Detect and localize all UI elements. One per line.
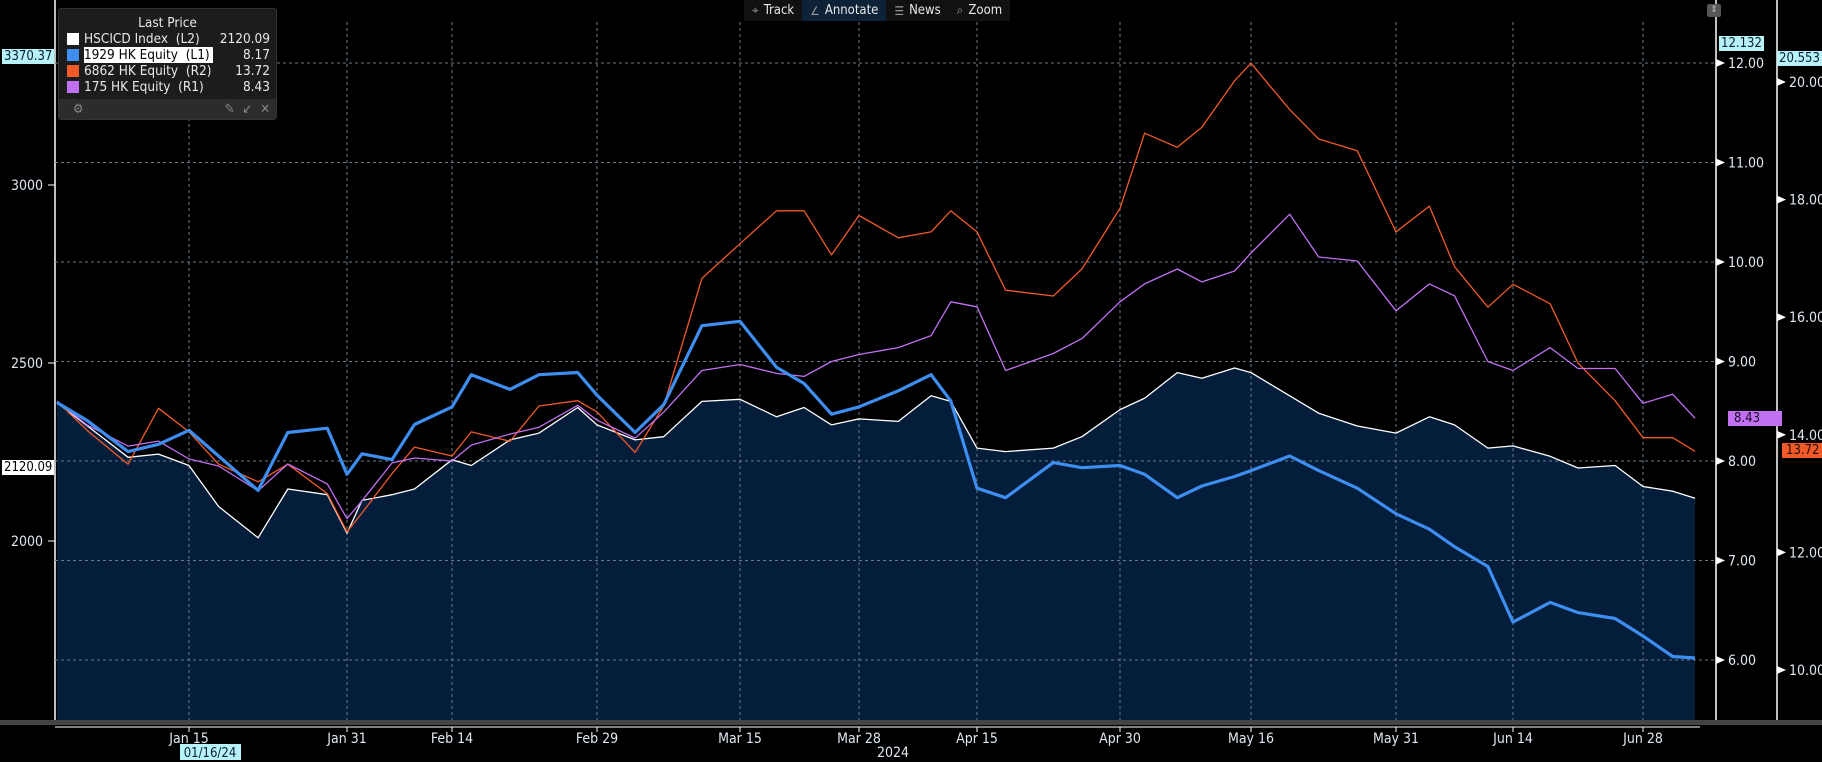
pencil-icon: ∠ bbox=[810, 3, 820, 18]
x-tick-label: Mar 28 bbox=[837, 731, 881, 747]
x-tick-label: Jan 15 bbox=[168, 731, 208, 747]
x-tick-label: Jun 14 bbox=[1492, 731, 1533, 747]
legend-last-value: 8.43 bbox=[242, 79, 270, 95]
legend-series-name: 175 HK Equity (R1) bbox=[84, 79, 204, 95]
r1-tick-label: 9.00 bbox=[1728, 355, 1756, 371]
r1-axis-max-tag: 12.132 bbox=[1719, 36, 1764, 51]
legend-series-name: 6862 HK Equity (R2) bbox=[84, 63, 212, 79]
x-tick-label: Mar 15 bbox=[718, 731, 762, 747]
x-tick-label: Feb 29 bbox=[576, 731, 618, 747]
date-cursor-tag-bg bbox=[180, 744, 241, 760]
legend[interactable]: Last Price HSCICD Index (L2) 2120.09 1929 … bbox=[58, 8, 277, 120]
expand-toggle-icon[interactable]: ⇕ bbox=[1707, 4, 1721, 17]
news-icon: ☰ bbox=[894, 3, 905, 18]
left-axis-max-tag: 3370.37 bbox=[2, 49, 55, 64]
series-175-hk-equity bbox=[56, 213, 1696, 520]
x-tick-label: Feb 14 bbox=[431, 731, 473, 747]
r2-tick-label: 16.00 bbox=[1789, 310, 1822, 326]
175-last-price-tag: 8.43 bbox=[1728, 411, 1782, 426]
legend-swatch bbox=[67, 49, 79, 61]
r1-tick-marker bbox=[1716, 656, 1725, 664]
r1-tick-marker bbox=[1716, 357, 1725, 366]
r1-tick-label: 10.00 bbox=[1728, 255, 1764, 271]
legend-last-value: 13.72 bbox=[235, 63, 270, 79]
r1-tick-marker bbox=[1716, 258, 1725, 266]
toolbar-label: Zoom bbox=[968, 3, 1003, 18]
r1-tick-label: 12.00 bbox=[1728, 56, 1764, 72]
r2-tick-label: 20.00 bbox=[1789, 75, 1822, 91]
left-tick-label: 2500 bbox=[11, 356, 43, 372]
x-year-label: 2024 bbox=[877, 745, 909, 761]
r1-tick-marker bbox=[1716, 158, 1725, 167]
x-tick-label: May 16 bbox=[1228, 731, 1274, 747]
magnifier-icon: ⌕ bbox=[956, 3, 964, 17]
r2-tick-label: 18.00 bbox=[1789, 193, 1822, 209]
x-tick-label: Apr 30 bbox=[1099, 731, 1141, 747]
legend-series-name: HSCICD Index (L2) bbox=[84, 31, 200, 47]
r2-tick-marker bbox=[1777, 430, 1786, 439]
x-tick-label: Jun 28 bbox=[1622, 731, 1663, 747]
left-tick-label: 2000 bbox=[11, 534, 43, 550]
r2-tick-marker bbox=[1777, 666, 1786, 674]
toolbar-news-button[interactable]: ☰ News bbox=[886, 0, 948, 21]
series-line bbox=[56, 319, 1696, 660]
r1-tick-label: 11.00 bbox=[1728, 156, 1764, 172]
r2-tick-marker bbox=[1777, 195, 1786, 204]
legend-entry[interactable]: 1929 HK Equity (L1) 8.17 bbox=[59, 47, 276, 63]
chart-toolbar: ⌖ Track ∠ Annotate ☰ News ⌕ Zoom bbox=[744, 0, 1011, 21]
r1-tick-label: 6.00 bbox=[1728, 653, 1756, 669]
legend-swatch bbox=[67, 81, 79, 93]
toolbar-label: Annotate bbox=[824, 3, 879, 18]
collapse-arrow-icon[interactable]: ↙ bbox=[242, 101, 253, 117]
series-line bbox=[56, 213, 1696, 520]
horizontal-scrollbar bbox=[0, 720, 1822, 725]
legend-entry[interactable]: 6862 HK Equity (R2) 13.72 bbox=[59, 63, 276, 79]
legend-footer: ⚙ ✎ ↙ ✕ bbox=[59, 99, 276, 119]
x-tick-label: Jan 31 bbox=[326, 731, 366, 747]
r2-tick-marker bbox=[1777, 548, 1786, 557]
6862-last-price-tag: 13.72 bbox=[1782, 443, 1822, 458]
x-tick-label: May 31 bbox=[1373, 731, 1419, 747]
r1-tick-marker bbox=[1716, 457, 1725, 465]
close-icon[interactable]: ✕ bbox=[260, 101, 270, 117]
series-1929-hk-equity bbox=[56, 319, 1696, 660]
toolbar-label: Track bbox=[763, 3, 795, 18]
r2-tick-label: 14.00 bbox=[1789, 428, 1822, 444]
legend-last-value: 2120.09 bbox=[219, 31, 270, 47]
r2-tick-label: 12.00 bbox=[1789, 545, 1822, 561]
toolbar-label: News bbox=[909, 3, 941, 18]
legend-series-name: 1929 HK Equity (L1) bbox=[83, 47, 213, 63]
crosshair-icon: ⌖ bbox=[752, 3, 759, 17]
hscicd-last-price-tag: 2120.09 bbox=[2, 460, 55, 475]
r1-tick-marker bbox=[1716, 556, 1725, 565]
r2-tick-marker bbox=[1777, 313, 1786, 322]
legend-swatch bbox=[67, 33, 79, 45]
r2-tick-label: 10.00 bbox=[1789, 663, 1822, 679]
r1-tick-label: 8.00 bbox=[1728, 454, 1756, 470]
r2-axis-max-tag: 20.553 bbox=[1777, 51, 1822, 66]
r1-tick-label: 7.00 bbox=[1728, 554, 1756, 570]
toolbar-zoom-button[interactable]: ⌕ Zoom bbox=[949, 0, 1010, 21]
legend-entry[interactable]: HSCICD Index (L2) 2120.09 bbox=[59, 31, 276, 47]
legend-header: Last Price bbox=[138, 15, 197, 31]
series-line bbox=[56, 62, 1696, 533]
r1-tick-marker bbox=[1716, 59, 1725, 67]
pin-icon[interactable]: ✎ bbox=[224, 101, 235, 117]
toolbar-annotate-button[interactable]: ∠ Annotate bbox=[802, 0, 887, 21]
x-tick-label: Apr 15 bbox=[956, 731, 998, 747]
r2-tick-marker bbox=[1777, 78, 1786, 86]
toolbar-track-button[interactable]: ⌖ Track bbox=[744, 0, 802, 21]
left-tick-label: 3000 bbox=[11, 178, 43, 194]
legend-swatch bbox=[67, 65, 79, 77]
legend-last-value: 8.17 bbox=[242, 47, 270, 63]
legend-entry[interactable]: 175 HK Equity (R1) 8.43 bbox=[59, 79, 276, 95]
date-cursor-label: 01/16/24 bbox=[184, 746, 237, 761]
gear-icon[interactable]: ⚙ bbox=[73, 101, 84, 117]
